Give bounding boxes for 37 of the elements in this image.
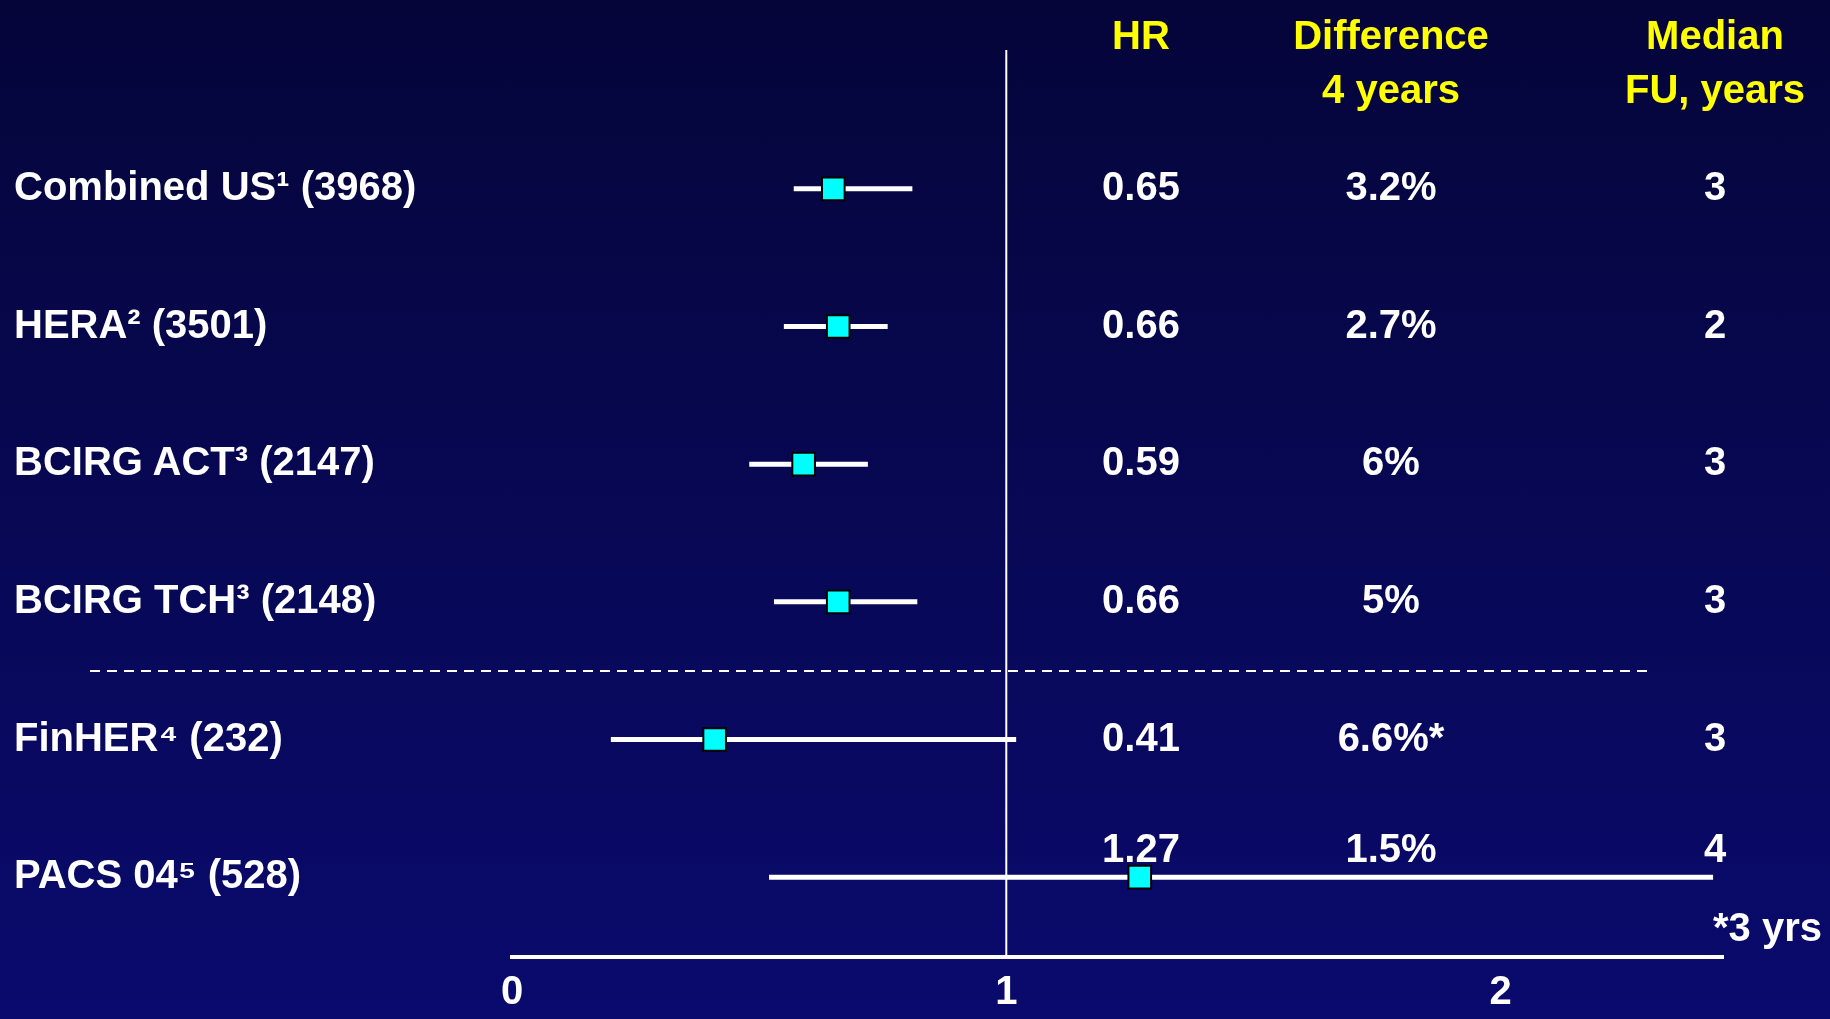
point bbox=[791, 451, 816, 477]
annotation: 3 bbox=[1703, 163, 1727, 208]
annotation: 2.7% bbox=[1345, 301, 1437, 346]
annotation: 4 bbox=[1703, 826, 1727, 871]
annotation: 0.41 bbox=[1102, 714, 1180, 759]
annotation: *3 yrs bbox=[1713, 905, 1822, 950]
y-tick-label: PACS 04⁵ (528) bbox=[14, 852, 302, 897]
annotation: HR bbox=[1112, 13, 1170, 58]
point bbox=[825, 589, 851, 615]
annotation: 6% bbox=[1362, 439, 1420, 484]
x-tick-label: 0 bbox=[500, 968, 524, 1013]
point bbox=[702, 727, 727, 752]
annotation: 1.5% bbox=[1345, 826, 1437, 871]
annotation: 0.65 bbox=[1102, 163, 1180, 208]
y-tick-label: BCIRG TCH³ (2148) bbox=[14, 576, 377, 621]
annotation: 3.2% bbox=[1345, 163, 1437, 208]
y-tick-label: BCIRG ACT³ (2147) bbox=[14, 439, 375, 484]
annotation: 5% bbox=[1362, 576, 1420, 621]
point bbox=[820, 176, 846, 202]
annotation: 0.66 bbox=[1102, 576, 1180, 621]
annotation: 0.66 bbox=[1102, 301, 1180, 346]
annotation: 2 bbox=[1703, 301, 1727, 346]
point bbox=[825, 314, 851, 339]
annotation: 3 bbox=[1703, 576, 1727, 621]
annotation: Difference 4 years bbox=[1293, 13, 1489, 112]
y-tick-label: Combined US¹ (3968) bbox=[14, 163, 417, 208]
annotation: 3 bbox=[1703, 439, 1727, 484]
annotation: 6.6%* bbox=[1337, 714, 1445, 759]
annotation: 0.59 bbox=[1102, 439, 1180, 484]
annotation: 1.27 bbox=[1102, 826, 1180, 871]
point bbox=[1127, 864, 1153, 890]
x-tick-label: 2 bbox=[1489, 968, 1512, 1013]
annotation: 3 bbox=[1703, 714, 1727, 759]
y-tick-label: FinHER⁴ (232) bbox=[14, 714, 283, 759]
annotation: Median FU, years bbox=[1624, 13, 1806, 112]
x-tick-label: 1 bbox=[995, 968, 1018, 1013]
y-tick-label: HERA² (3501) bbox=[14, 301, 268, 346]
